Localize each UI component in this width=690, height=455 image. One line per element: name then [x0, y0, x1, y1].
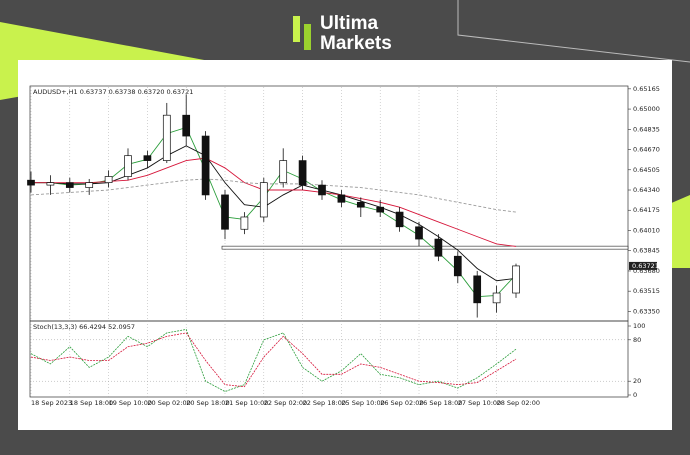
y-tick-label: 0.63845 — [633, 247, 660, 255]
moving-average — [30, 178, 517, 213]
current-price-label: 0.63721 — [632, 262, 659, 270]
x-tick-label: 19 Sep 10:00 — [109, 399, 152, 407]
y-tick-label: 100 — [633, 322, 645, 330]
x-tick-label: 28 Sep 02:00 — [497, 399, 540, 407]
candle-body — [85, 182, 94, 188]
y-tick-label: 20 — [633, 377, 641, 385]
y-tick-label: 80 — [633, 336, 641, 344]
candle-body — [376, 206, 385, 213]
y-tick-label: 0.63515 — [633, 287, 660, 295]
current-price-box — [629, 261, 657, 270]
x-tick-label: 20 Sep 02:00 — [147, 399, 190, 407]
y-tick-label: 0.64175 — [633, 206, 660, 214]
logo-icon — [293, 16, 300, 42]
candle-body — [65, 182, 74, 188]
y-tick-label: 0.64835 — [633, 125, 660, 133]
y-tick-label: 0.63680 — [633, 267, 660, 275]
bg-line — [457, 0, 690, 63]
y-tick-label: 0.65000 — [633, 105, 660, 113]
stoch-line — [30, 328, 517, 392]
stoch-title: Stoch(13,3,3) 66.4294 52.0957 — [33, 323, 135, 331]
x-tick-label: 21 Sep 10:00 — [225, 399, 268, 407]
x-tick-label: 26 Sep 02:00 — [380, 399, 423, 407]
stoch-plot-frame — [29, 320, 629, 398]
stoch-line — [30, 332, 517, 388]
candle-body — [279, 160, 288, 184]
y-tick-label: 0.64010 — [633, 226, 660, 234]
candle-body — [298, 160, 307, 186]
x-tick-label: 20 Sep 18:00 — [186, 399, 229, 407]
candle-body — [356, 201, 365, 208]
logo-text: Ultima — [320, 13, 379, 34]
candle-body — [143, 155, 152, 161]
x-tick-label: 26 Sep 18:00 — [419, 399, 462, 407]
x-tick-label: 22 Sep 02:00 — [264, 399, 307, 407]
candle-body — [473, 275, 482, 304]
candle-body — [434, 238, 443, 257]
y-tick-label: 0.63350 — [633, 307, 660, 315]
candle-body — [395, 211, 404, 228]
chart-header: AUDUSD+,H1 0.63737 0.63738 0.63720 0.637… — [33, 88, 193, 96]
candle-body — [492, 292, 501, 304]
candle-body — [27, 179, 35, 186]
logo-text: Markets — [320, 33, 392, 54]
x-tick-label: 22 Sep 18:00 — [303, 399, 346, 407]
support-zone — [221, 245, 629, 250]
candle-body — [221, 194, 229, 230]
candle-body — [104, 176, 113, 184]
candle-body — [124, 155, 132, 177]
y-tick-label: 0.64340 — [633, 186, 660, 194]
candle-body — [415, 226, 423, 240]
chart-panel — [18, 60, 672, 430]
y-tick-label: 0.65165 — [633, 85, 660, 93]
logo-icon — [304, 24, 311, 50]
y-tick-label: 0.64505 — [633, 166, 660, 174]
candle-body — [182, 114, 191, 137]
candle-body — [453, 255, 462, 277]
candle-body — [259, 182, 268, 218]
candle-body — [162, 114, 171, 161]
candle-body — [337, 194, 346, 203]
candle-body — [318, 184, 326, 196]
x-tick-label: 18 Sep 18:00 — [70, 399, 113, 407]
candle-body — [201, 135, 210, 196]
candle-body — [46, 182, 55, 186]
y-tick-label: 0.64670 — [633, 146, 660, 154]
candle-body — [240, 216, 249, 230]
x-tick-label: 27 Sep 10:00 — [458, 399, 501, 407]
x-tick-label: 18 Sep 2023 — [31, 399, 72, 407]
x-tick-label: 25 Sep 10:00 — [341, 399, 384, 407]
candle-body — [512, 265, 520, 294]
y-tick-label: 0 — [633, 391, 637, 399]
